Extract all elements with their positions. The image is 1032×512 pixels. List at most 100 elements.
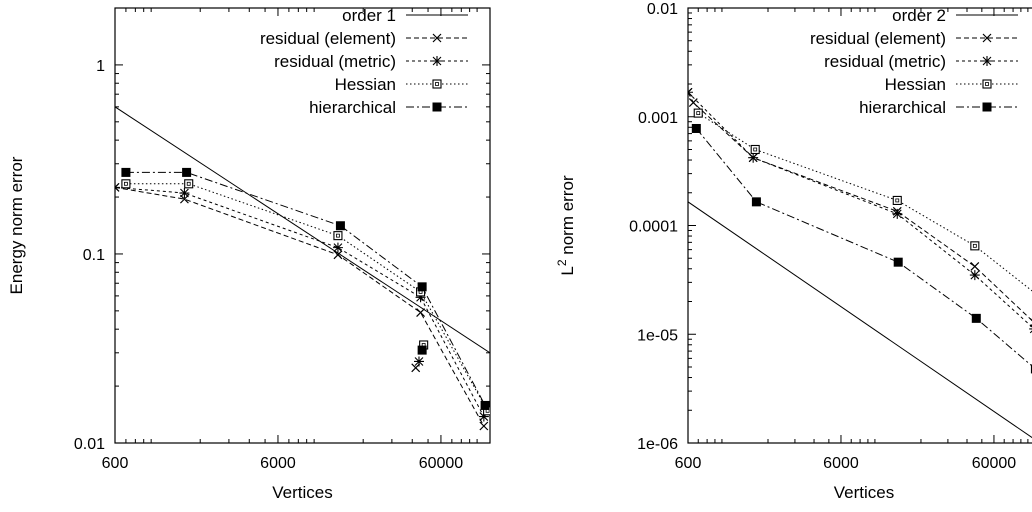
data-point-inner xyxy=(186,181,191,186)
data-point xyxy=(971,313,981,323)
chart-1: 0.01 0.1 1 600 6000 60000 Vertices Energy norm … xyxy=(7,6,491,502)
legend: order 1 residual (element) residual (metri… xyxy=(260,6,468,117)
x-axis-label: Vertices xyxy=(272,483,332,502)
y-axis-label: Energy norm error xyxy=(7,156,26,294)
x-axis-label: Vertices xyxy=(834,483,894,502)
data-point xyxy=(970,241,980,251)
data-point xyxy=(335,221,345,231)
legend-label: order 1 xyxy=(342,6,396,25)
data-point-inner xyxy=(124,181,128,186)
legend-marker xyxy=(982,102,992,112)
data-point xyxy=(411,363,421,373)
data-point xyxy=(969,270,980,281)
x-tick-label: 60000 xyxy=(972,455,1017,472)
data-point xyxy=(893,257,903,267)
legend: order 2 residual (element) residual (metri… xyxy=(810,6,1018,117)
legend-marker xyxy=(982,56,992,66)
series-line xyxy=(125,171,486,406)
data-point xyxy=(121,179,131,189)
data-point xyxy=(970,262,980,271)
data-point xyxy=(892,208,903,219)
series-line xyxy=(125,183,489,412)
y-tick-label: 0.1 xyxy=(83,247,105,264)
legend-label: Hessian xyxy=(335,75,396,94)
y-tick-label: 0.001 xyxy=(638,110,678,127)
legend-label: Hessian xyxy=(885,75,946,94)
legend-label: residual (element) xyxy=(810,29,946,48)
legend-marker-inner xyxy=(985,82,989,86)
data-point xyxy=(479,421,489,431)
legend-label: residual (element) xyxy=(260,29,396,48)
legend-label: hierarchical xyxy=(309,98,396,117)
legend-marker-inner xyxy=(435,82,439,86)
plot-frame xyxy=(687,7,1032,444)
data-point xyxy=(413,356,424,367)
legend-marker xyxy=(432,33,442,43)
y-tick-label: 1 xyxy=(96,58,105,75)
y-tick-label: 1e-05 xyxy=(637,327,678,344)
y-tick-label: 1e-06 xyxy=(637,436,678,453)
x-tick-label: 6000 xyxy=(823,455,859,472)
data-point xyxy=(478,411,489,422)
data-point xyxy=(748,152,759,163)
legend-marker xyxy=(432,56,442,66)
data-point xyxy=(115,182,120,193)
series-line xyxy=(115,186,485,417)
legend-marker xyxy=(432,79,442,89)
y-tick-label: 0.01 xyxy=(647,1,678,18)
data-point xyxy=(417,345,427,355)
data-point xyxy=(892,195,902,205)
chart-2: 1e-06 1e-05 0.0001 0.001 0.01 600 6000 60000 Ver… xyxy=(555,1,1032,502)
series-line xyxy=(115,186,485,427)
data-point-inner xyxy=(336,233,340,238)
data-point xyxy=(691,123,701,133)
data-point xyxy=(333,250,343,260)
series-line xyxy=(115,106,490,354)
y-tick-label: 0.0001 xyxy=(629,219,678,236)
data-point xyxy=(480,400,490,410)
legend-label: hierarchical xyxy=(859,98,946,117)
data-point xyxy=(415,292,426,303)
y-tick-label: 0.01 xyxy=(74,436,105,453)
y-axis-label: L2 norm error xyxy=(555,175,577,276)
legend-label: residual (metric) xyxy=(824,52,946,71)
data-point xyxy=(182,167,192,177)
data-point xyxy=(332,242,343,253)
data-point xyxy=(751,197,761,207)
series-line xyxy=(688,92,1032,322)
data-point xyxy=(416,308,426,317)
series-line xyxy=(697,112,1032,292)
data-point xyxy=(417,282,427,292)
data-point-inner xyxy=(895,198,900,203)
x-tick-label: 600 xyxy=(102,455,129,472)
series-line xyxy=(688,201,1032,439)
x-tick-label: 60000 xyxy=(419,455,464,472)
data-point-inner xyxy=(972,243,977,248)
series-group xyxy=(115,106,490,431)
data-point xyxy=(179,188,190,199)
y-axis-label-superscript: 2 xyxy=(555,259,569,266)
legend-marker xyxy=(432,102,442,112)
series-group xyxy=(688,87,1032,439)
x-tick-label: 6000 xyxy=(260,455,296,472)
plot-frame xyxy=(114,7,491,444)
data-point xyxy=(750,144,760,155)
x-tick-label: 600 xyxy=(675,455,702,472)
legend-label: order 2 xyxy=(892,6,946,25)
legend-marker xyxy=(982,79,992,89)
data-point xyxy=(693,108,703,118)
data-point-inner xyxy=(696,111,701,116)
legend-marker xyxy=(982,33,992,43)
y-axis-label-suffix: norm error xyxy=(558,175,577,259)
data-point xyxy=(121,167,131,177)
legend-label: residual (metric) xyxy=(274,52,396,71)
data-point xyxy=(184,179,194,189)
data-point xyxy=(333,231,343,241)
series-line xyxy=(695,128,1032,367)
data-point xyxy=(688,87,693,98)
data-point-inner xyxy=(753,147,758,152)
series-line xyxy=(688,91,1032,328)
data-point xyxy=(688,98,698,108)
